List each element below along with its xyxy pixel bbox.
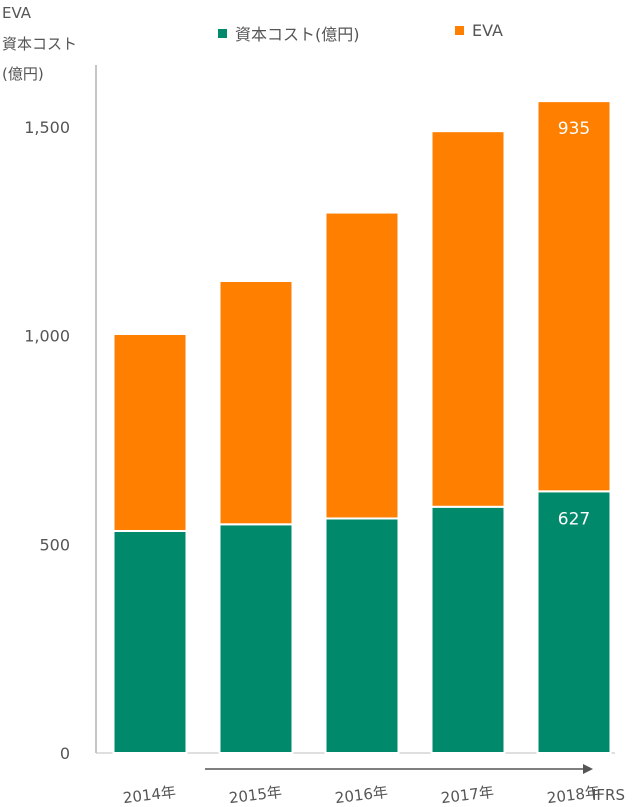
- legend-label-eva: EVA: [472, 21, 503, 40]
- y-tick-label: 0: [60, 744, 70, 763]
- y-tick-label: 1,000: [24, 327, 70, 346]
- data-label: 935: [558, 119, 590, 139]
- x-tick-label: 2016年: [334, 783, 389, 807]
- legend-swatch-capital-cost: [218, 28, 227, 38]
- bar-segment-eva: [430, 130, 506, 508]
- y-tick-label: 500: [39, 535, 70, 554]
- axis-title-line-2: 資本コスト: [2, 35, 78, 53]
- bar-segment-eva: [112, 332, 188, 532]
- bar-segment-capital-cost: [536, 490, 612, 754]
- bar-segment-eva: [324, 211, 400, 520]
- bar-segment-eva: [536, 100, 612, 493]
- bar-segment-eva: [218, 279, 294, 526]
- bar-segment-capital-cost: [112, 529, 188, 754]
- x-tick-label: 2014年: [122, 783, 177, 807]
- ifrs-arrow-head: [583, 764, 593, 774]
- legend-item-capital-cost: 資本コスト(億円): [218, 21, 360, 45]
- legend-label-capital-cost: 資本コスト(億円): [235, 25, 360, 44]
- bar-segment-capital-cost: [430, 505, 506, 755]
- bar-segment-capital-cost: [324, 517, 400, 755]
- bar-segment-capital-cost: [218, 523, 294, 754]
- x-tick-label: 2017年: [440, 783, 495, 807]
- x-tick-label: 2015年: [228, 783, 283, 807]
- ifrs-label: IFRS: [592, 786, 625, 804]
- y-tick-label: 1,500: [24, 118, 70, 137]
- legend-item-eva: EVA: [455, 21, 503, 40]
- data-label: 627: [558, 509, 590, 529]
- axis-title-line-1: EVA: [2, 4, 32, 22]
- legend-swatch-eva: [455, 26, 464, 35]
- axis-title-line-3: (億円): [2, 65, 44, 83]
